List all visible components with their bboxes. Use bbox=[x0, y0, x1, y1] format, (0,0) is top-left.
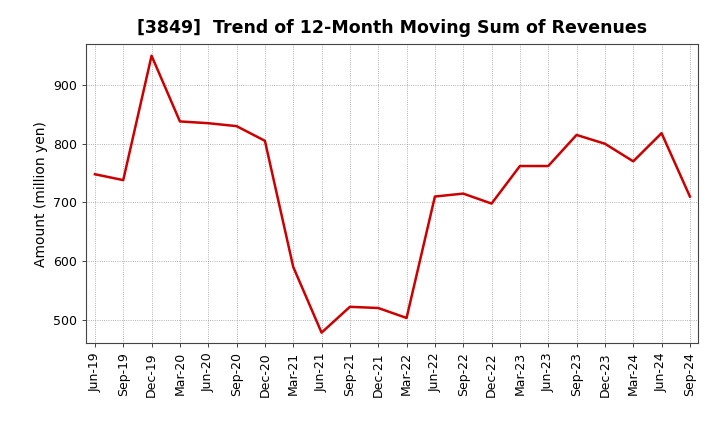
Y-axis label: Amount (million yen): Amount (million yen) bbox=[34, 121, 48, 267]
Title: [3849]  Trend of 12-Month Moving Sum of Revenues: [3849] Trend of 12-Month Moving Sum of R… bbox=[138, 19, 647, 37]
